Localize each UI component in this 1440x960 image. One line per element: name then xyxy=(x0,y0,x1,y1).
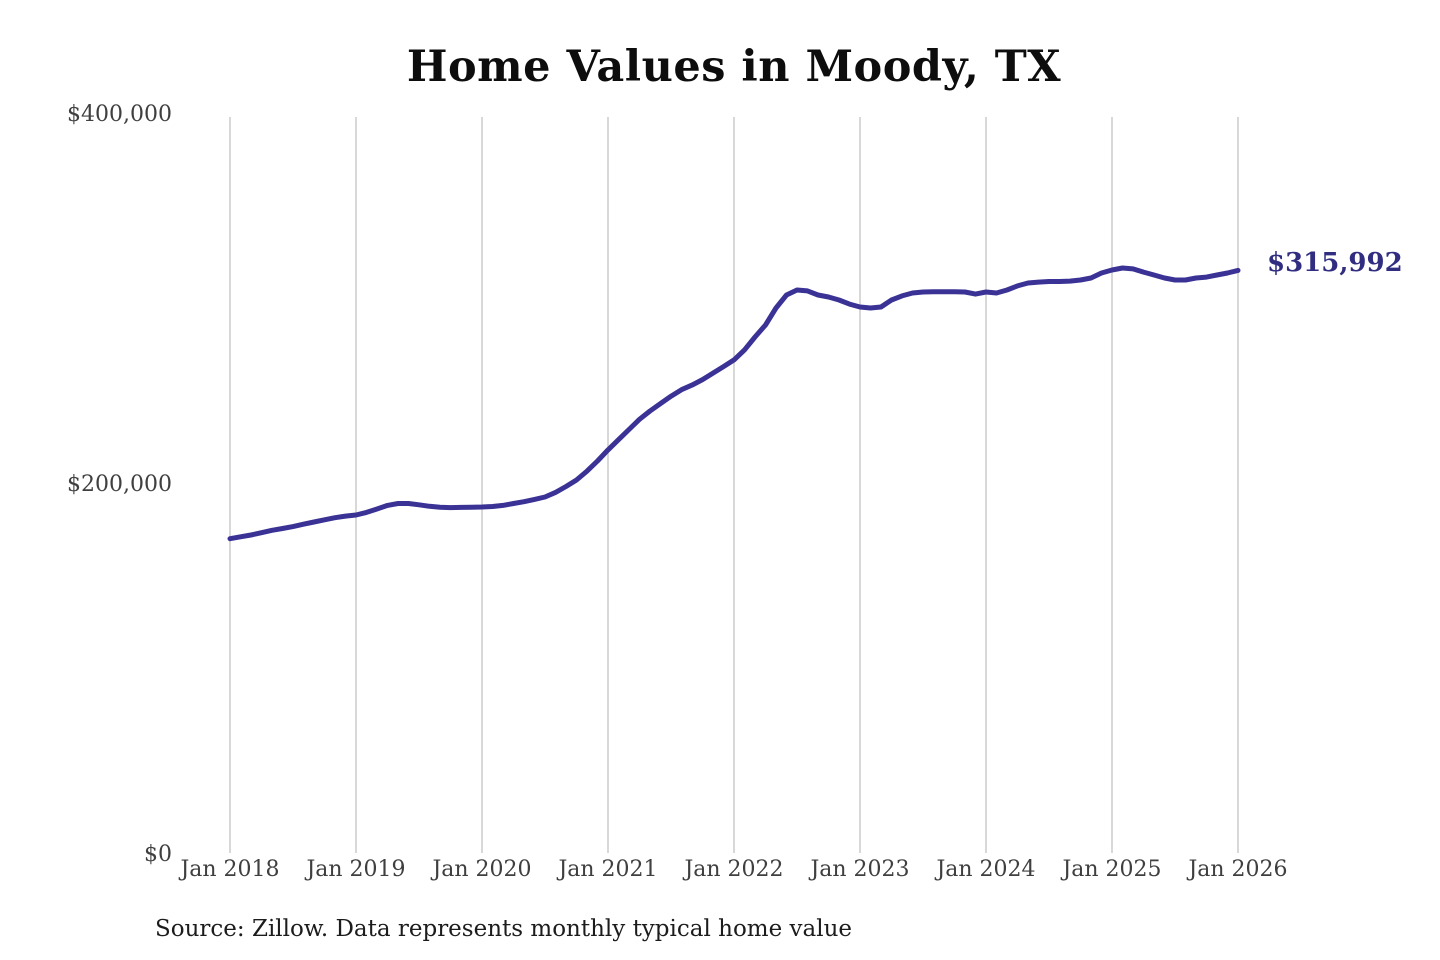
x-tick-label: Jan 2026 xyxy=(1188,857,1288,882)
x-tick-label: Jan 2023 xyxy=(810,857,910,882)
y-tick-label: $400,000 xyxy=(67,102,172,127)
source-note: Source: Zillow. Data represents monthly … xyxy=(155,916,853,942)
x-tick-label: Jan 2022 xyxy=(684,857,784,882)
x-tick-label: Jan 2025 xyxy=(1062,857,1162,882)
home-value-line xyxy=(227,265,1241,542)
y-tick-label: $200,000 xyxy=(67,472,172,497)
latest-value-label: $315,992 xyxy=(1267,248,1403,279)
x-tick-label: Jan 2018 xyxy=(180,857,280,882)
x-tick-label: Jan 2019 xyxy=(306,857,406,882)
x-tick-label: Jan 2024 xyxy=(936,857,1036,882)
x-tick-label: Jan 2020 xyxy=(432,857,532,882)
chart-title: Home Values in Moody, TX xyxy=(406,42,1062,92)
y-tick-label: $0 xyxy=(144,842,172,867)
x-tick-label: Jan 2021 xyxy=(558,857,658,882)
